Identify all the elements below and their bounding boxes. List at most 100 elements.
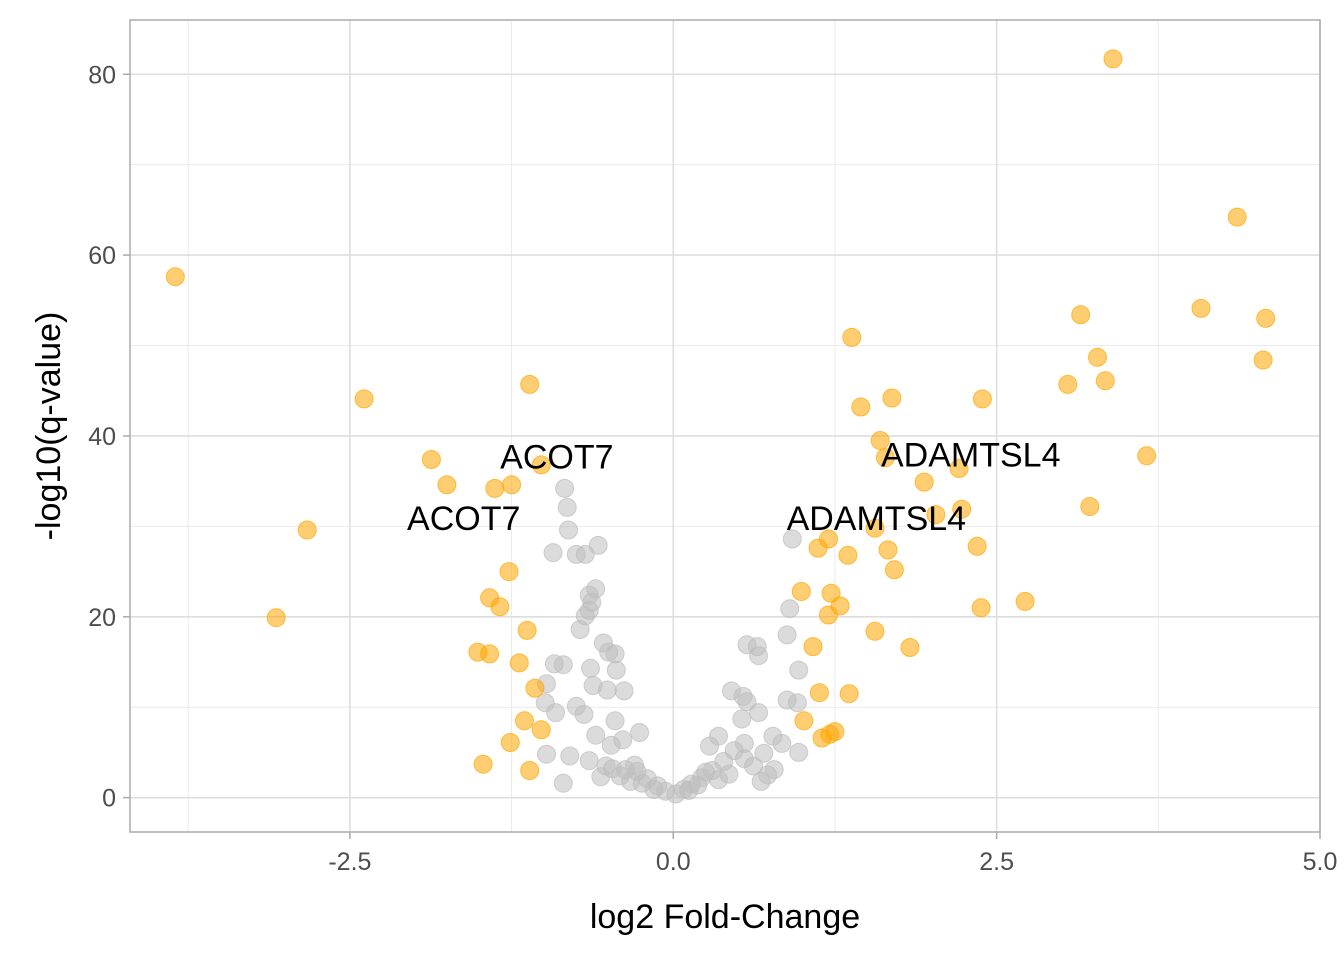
data-point: [605, 644, 625, 664]
data-point: [949, 459, 969, 478]
data-points: [165, 49, 1276, 804]
data-point: [1227, 207, 1247, 227]
data-point: [870, 431, 890, 450]
data-point: [967, 536, 987, 556]
data-point: [972, 389, 992, 409]
data-point: [780, 599, 800, 619]
x-tick-label: 0.0: [656, 848, 691, 876]
data-point: [581, 658, 600, 678]
data-point: [914, 472, 934, 492]
data-point: [865, 621, 885, 641]
data-point: [354, 389, 374, 409]
data-point: [749, 703, 769, 723]
data-point: [266, 608, 286, 628]
data-point: [772, 733, 792, 753]
data-point: [679, 780, 699, 800]
data-point: [606, 660, 626, 680]
data-point: [557, 497, 577, 517]
gene-label: ACOT7: [500, 438, 613, 476]
data-point: [165, 267, 185, 287]
data-point: [1095, 371, 1115, 391]
data-point: [614, 681, 634, 701]
data-point: [509, 653, 529, 673]
gene-label: ADAMTSL4: [881, 437, 1061, 475]
data-point: [531, 455, 551, 475]
data-point: [838, 545, 858, 565]
data-point: [789, 660, 809, 680]
data-point: [553, 655, 573, 675]
data-point: [570, 620, 590, 639]
data-point: [700, 736, 719, 756]
data-point: [749, 646, 769, 666]
data-point: [559, 520, 578, 540]
data-point: [733, 686, 753, 706]
data-point: [1080, 497, 1100, 516]
data-point: [553, 773, 573, 793]
data-point: [579, 751, 599, 771]
data-point: [789, 742, 809, 762]
minor-gridlines: [130, 20, 1320, 832]
data-point: [525, 678, 545, 698]
data-point: [555, 478, 575, 498]
data-point: [952, 499, 972, 519]
data-point: [884, 560, 904, 580]
data-point: [751, 771, 771, 791]
y-tick-label: 80: [88, 61, 116, 89]
data-point: [603, 759, 622, 779]
data-point: [794, 711, 814, 731]
data-point: [734, 749, 754, 769]
data-point: [809, 683, 829, 703]
data-point: [437, 475, 457, 495]
y-axis-title: -log10(q-value): [30, 312, 68, 541]
data-point: [1137, 446, 1157, 466]
data-point: [520, 761, 540, 780]
y-tick-label: 40: [88, 423, 116, 451]
data-point: [732, 709, 752, 729]
y-tick-label: 60: [88, 242, 116, 270]
x-tick-label: 2.5: [979, 848, 1014, 876]
panel-border: [129, 19, 1321, 833]
data-point: [473, 754, 493, 774]
data-point: [297, 520, 317, 540]
data-point: [819, 605, 838, 625]
data-point: [421, 450, 441, 469]
data-point: [803, 637, 823, 657]
data-point: [1191, 298, 1211, 318]
data-point: [520, 374, 540, 394]
data-point: [971, 598, 991, 618]
data-point: [1071, 305, 1091, 325]
x-axis-title: log2 Fold-Change: [590, 898, 860, 936]
y-tick-label: 0: [102, 785, 116, 813]
panel-background: [130, 20, 1320, 832]
data-point: [900, 638, 920, 657]
data-point: [882, 388, 902, 408]
data-point: [601, 735, 621, 755]
data-point: [1088, 347, 1107, 367]
data-point: [605, 711, 625, 731]
data-point: [777, 625, 797, 645]
data-point: [586, 725, 606, 745]
data-point: [588, 535, 608, 555]
data-point: [851, 397, 871, 417]
gene-label: ADAMTSL4: [787, 500, 967, 538]
x-axis-ticks: -2.5 0.0 2.5 5.0: [328, 832, 1337, 876]
data-point: [764, 760, 784, 780]
data-point: [754, 743, 774, 763]
data-point: [632, 773, 652, 793]
data-point: [490, 597, 510, 617]
data-point: [1058, 374, 1078, 394]
data-point: [1253, 350, 1273, 370]
data-point: [787, 693, 807, 713]
data-point: [878, 540, 898, 560]
data-point: [1256, 308, 1276, 328]
data-point: [1103, 49, 1123, 69]
data-point: [575, 544, 595, 564]
data-point: [499, 562, 519, 582]
data-point: [875, 448, 895, 468]
data-point: [515, 711, 534, 731]
data-point: [537, 744, 556, 764]
gene-annotations: ACOT7 ACOT7 ADAMTSL4 ADAMTSL4: [407, 437, 1060, 538]
data-point: [502, 475, 522, 495]
data-point: [531, 720, 551, 740]
